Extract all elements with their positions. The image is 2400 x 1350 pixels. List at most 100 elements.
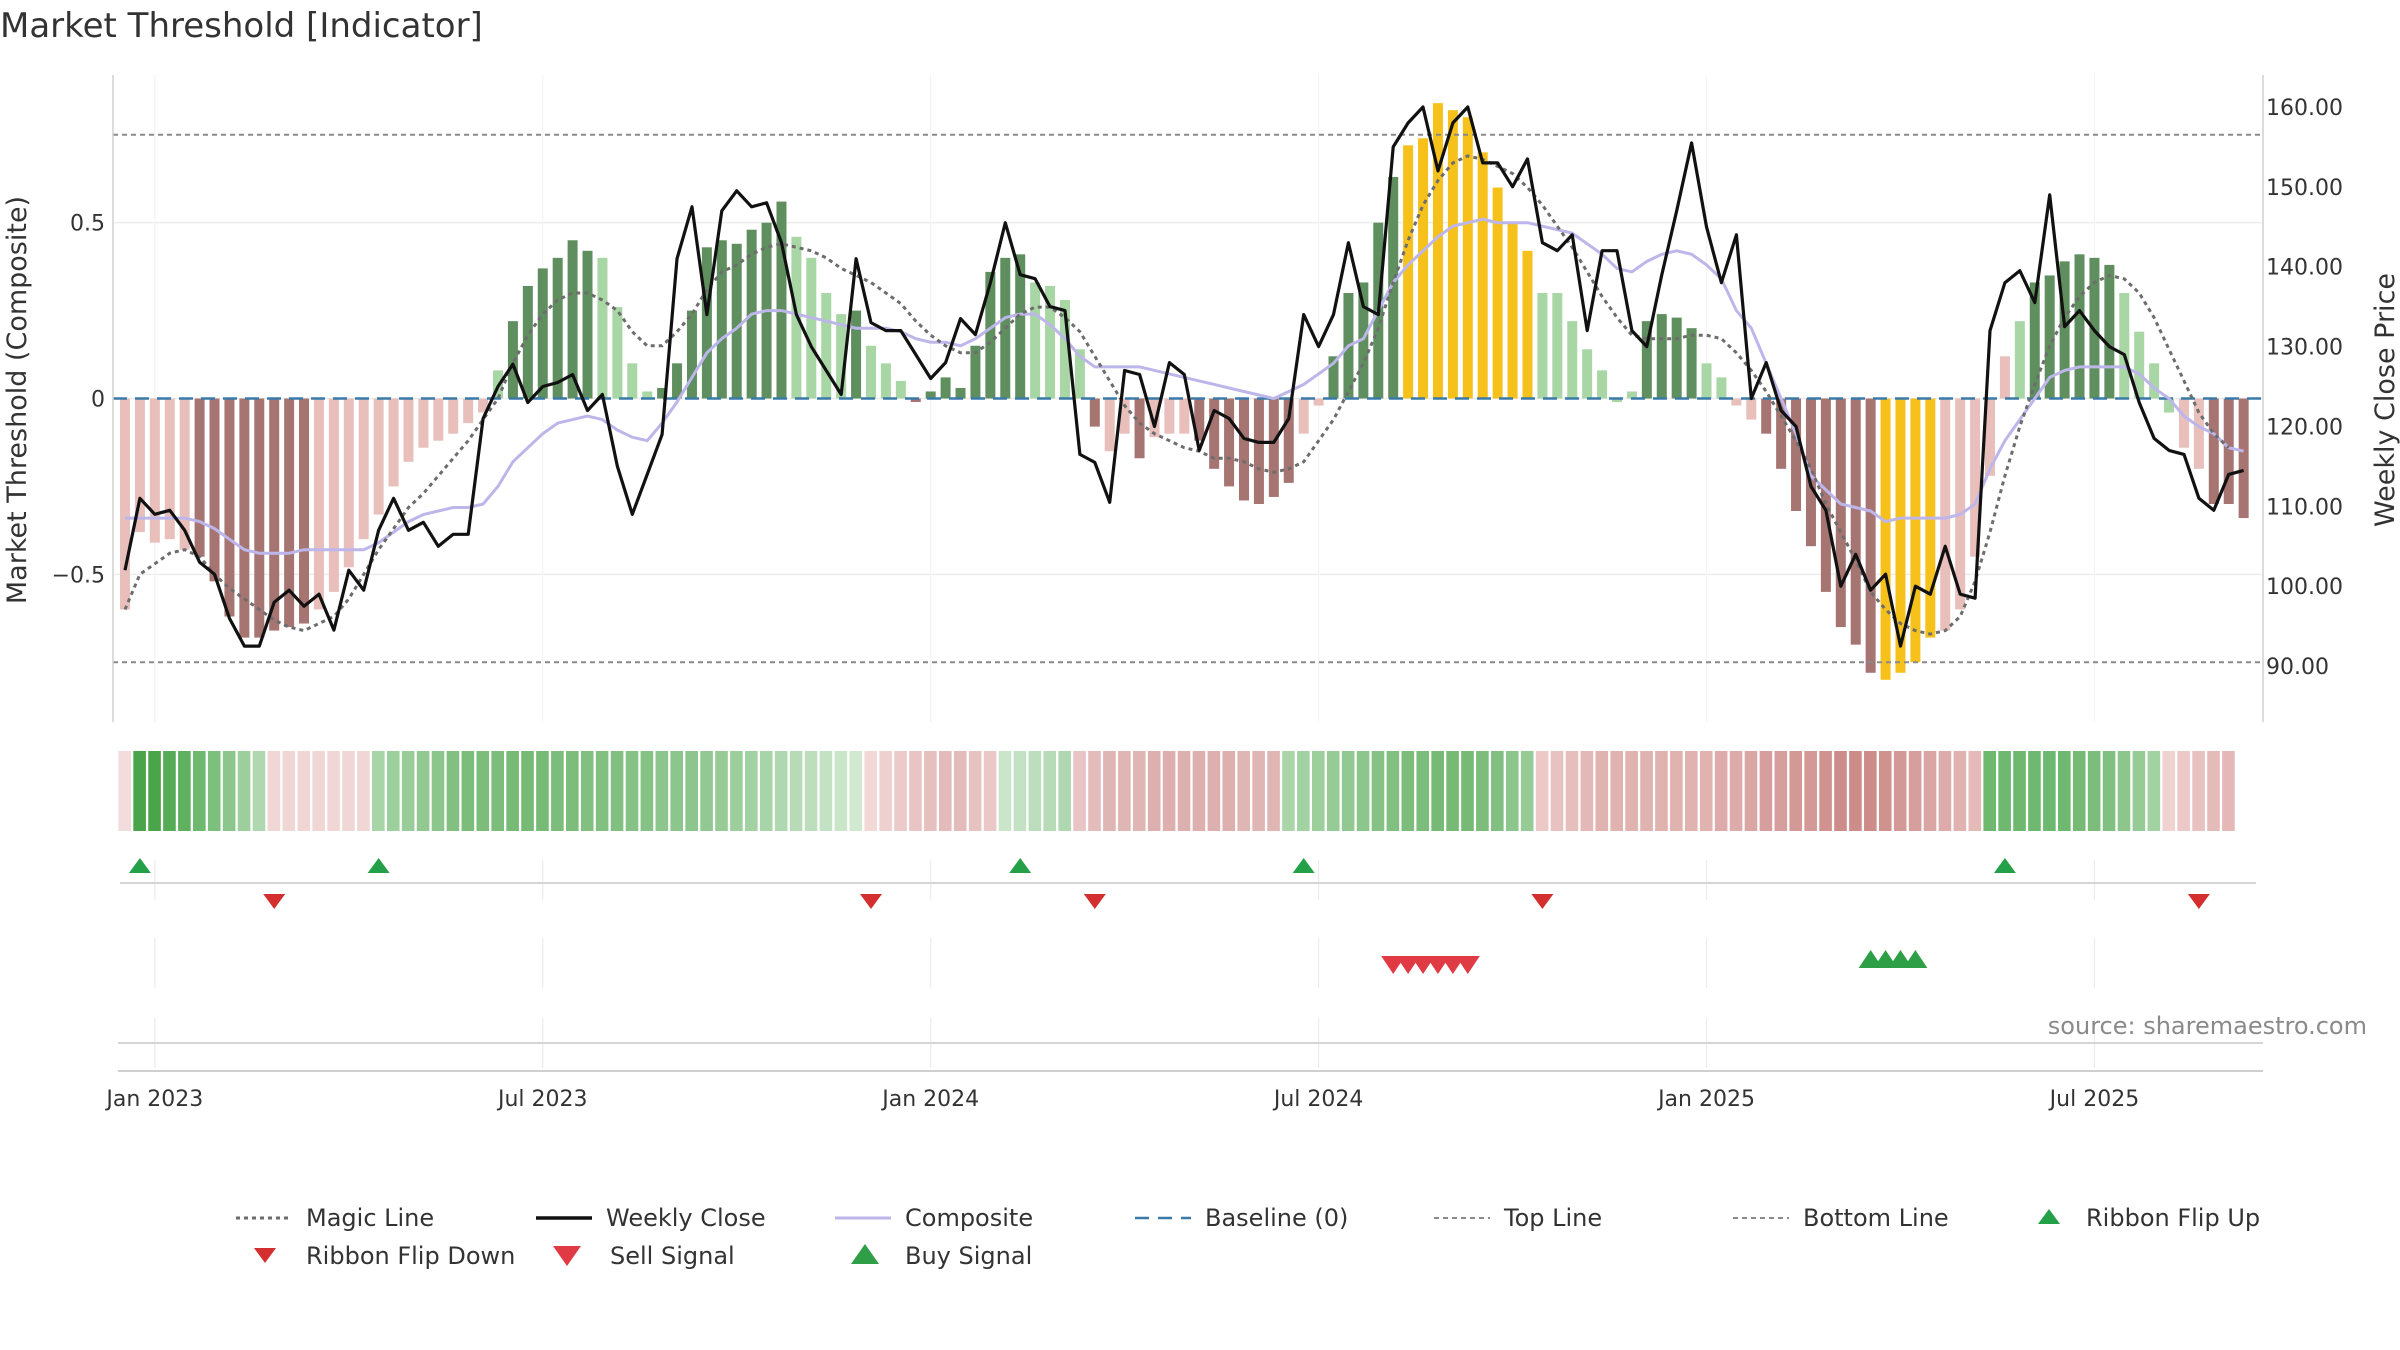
- ribbon-cell: [1819, 751, 1832, 831]
- ribbon-cell: [730, 751, 743, 831]
- ribbon-cell: [1849, 751, 1862, 831]
- composite-bar: [2134, 331, 2145, 399]
- ribbon-cell: [1431, 751, 1444, 831]
- composite-bar: [254, 398, 265, 638]
- ribbon-cell: [551, 751, 564, 831]
- ribbon-cell: [670, 751, 684, 831]
- composite-bar: [284, 398, 295, 628]
- ribbon-cell: [1878, 751, 1892, 831]
- composite-bar: [1224, 398, 1235, 487]
- composite-bar: [1268, 398, 1279, 497]
- composite-bar: [1253, 398, 1264, 504]
- ribbon-cell: [237, 751, 251, 831]
- composite-bar: [269, 398, 280, 631]
- composite-bar: [821, 293, 832, 399]
- ribbon-cell: [1535, 751, 1549, 831]
- composite-bar: [1999, 356, 2010, 399]
- composite-bar: [1074, 349, 1085, 399]
- weekly-close-line: [123, 105, 2245, 648]
- ribbon-cell: [446, 751, 460, 831]
- ribbon-cell: [1147, 751, 1161, 831]
- ribbon-cell: [998, 751, 1012, 831]
- composite-bar: [1955, 398, 1966, 610]
- composite-bar: [194, 398, 205, 557]
- composite-bar: [1403, 145, 1414, 399]
- ribbon-cell: [1923, 751, 1937, 831]
- composite-bar: [1059, 300, 1070, 399]
- ribbon-cell: [700, 751, 713, 831]
- ribbon-cell: [1714, 751, 1728, 831]
- x-tick-label: Jan 2025: [1656, 1087, 1755, 1112]
- x-tick-label: Jul 2024: [1272, 1087, 1364, 1112]
- composite-bar: [343, 398, 354, 568]
- ribbon-cell: [178, 751, 191, 831]
- ribbon-cell: [1103, 751, 1116, 831]
- legend-buy-swatch: [851, 1244, 879, 1264]
- legend-label: Magic Line: [306, 1204, 434, 1232]
- composite-bar: [686, 310, 697, 399]
- ribbon-cell: [1938, 751, 1952, 831]
- composite-bar: [448, 398, 459, 434]
- composite-bar: [1895, 398, 1906, 673]
- ribbon-cell: [909, 751, 922, 831]
- composite-bar: [1686, 328, 1697, 399]
- legend-label: Weekly Close: [606, 1204, 766, 1232]
- ribbon-cell: [1670, 751, 1683, 831]
- ribbon-cell: [1341, 751, 1355, 831]
- composite-bar: [1612, 398, 1622, 403]
- composite-bar: [1701, 363, 1712, 399]
- ribbon-cell: [2117, 751, 2131, 831]
- ribbon-cell: [2043, 751, 2056, 831]
- ribbon-cell: [759, 751, 773, 831]
- composite-bar: [1641, 321, 1652, 399]
- composite-bar: [418, 398, 429, 448]
- ribbon-cell: [2192, 751, 2205, 831]
- composite-bar: [120, 398, 130, 610]
- ribbon-cell: [1013, 751, 1027, 831]
- ribbon-cell: [1222, 751, 1236, 831]
- composite-bar: [657, 387, 668, 399]
- x-tick-label: Jul 2023: [496, 1087, 588, 1112]
- ribbon-cell: [685, 751, 698, 831]
- ribbon-cell: [2087, 751, 2101, 831]
- composite-bar: [463, 398, 474, 424]
- ribbon-cell: [1968, 751, 1982, 831]
- composite-bar: [970, 345, 981, 399]
- ribbon-cell: [595, 751, 609, 831]
- composite-bar: [1970, 398, 1981, 557]
- composite-bar: [239, 398, 250, 638]
- ribbon-cell: [1491, 751, 1504, 831]
- y2-tick-label: 100.00: [2266, 575, 2343, 600]
- composite-bar: [612, 307, 623, 399]
- composite-bar: [2164, 398, 2175, 413]
- ribbon-cell: [282, 751, 296, 831]
- composite-bar: [1358, 282, 1369, 399]
- composite-bar: [507, 321, 518, 399]
- composite-bar: [1582, 349, 1593, 399]
- ribbon-cell: [297, 751, 311, 831]
- ribbon-cell: [1595, 751, 1609, 831]
- ribbon-cell: [491, 751, 504, 831]
- y2-tick-label: 90.00: [2266, 655, 2329, 680]
- composite-bar: [880, 363, 891, 399]
- ribbon-cell: [1088, 751, 1101, 831]
- composite-bar: [1045, 285, 1056, 399]
- composite-bar: [716, 240, 727, 399]
- composite-bar: [836, 314, 847, 399]
- composite-bar: [1656, 314, 1667, 399]
- legend: Magic Line Weekly Close Composite Baseline …: [236, 1204, 2260, 1270]
- ribbon-cell: [1132, 751, 1146, 831]
- legend-label: Sell Signal: [610, 1242, 735, 1270]
- composite-bar: [1477, 152, 1488, 399]
- ribbon-cell: [2072, 751, 2086, 831]
- ribbon-cell: [2058, 751, 2071, 831]
- composite-bar: [895, 380, 906, 399]
- ribbon-cell: [715, 751, 728, 831]
- ribbon-cell: [1252, 751, 1265, 831]
- ribbon-cell: [1610, 751, 1623, 831]
- axes: 0.5 0 −0.5 160.00 150.00 140.00 130.00 120.00 11…: [52, 75, 2343, 722]
- ribbon-cell: [834, 751, 848, 831]
- ribbon-cell: [1401, 751, 1415, 831]
- y2-tick-label: 160.00: [2266, 96, 2343, 121]
